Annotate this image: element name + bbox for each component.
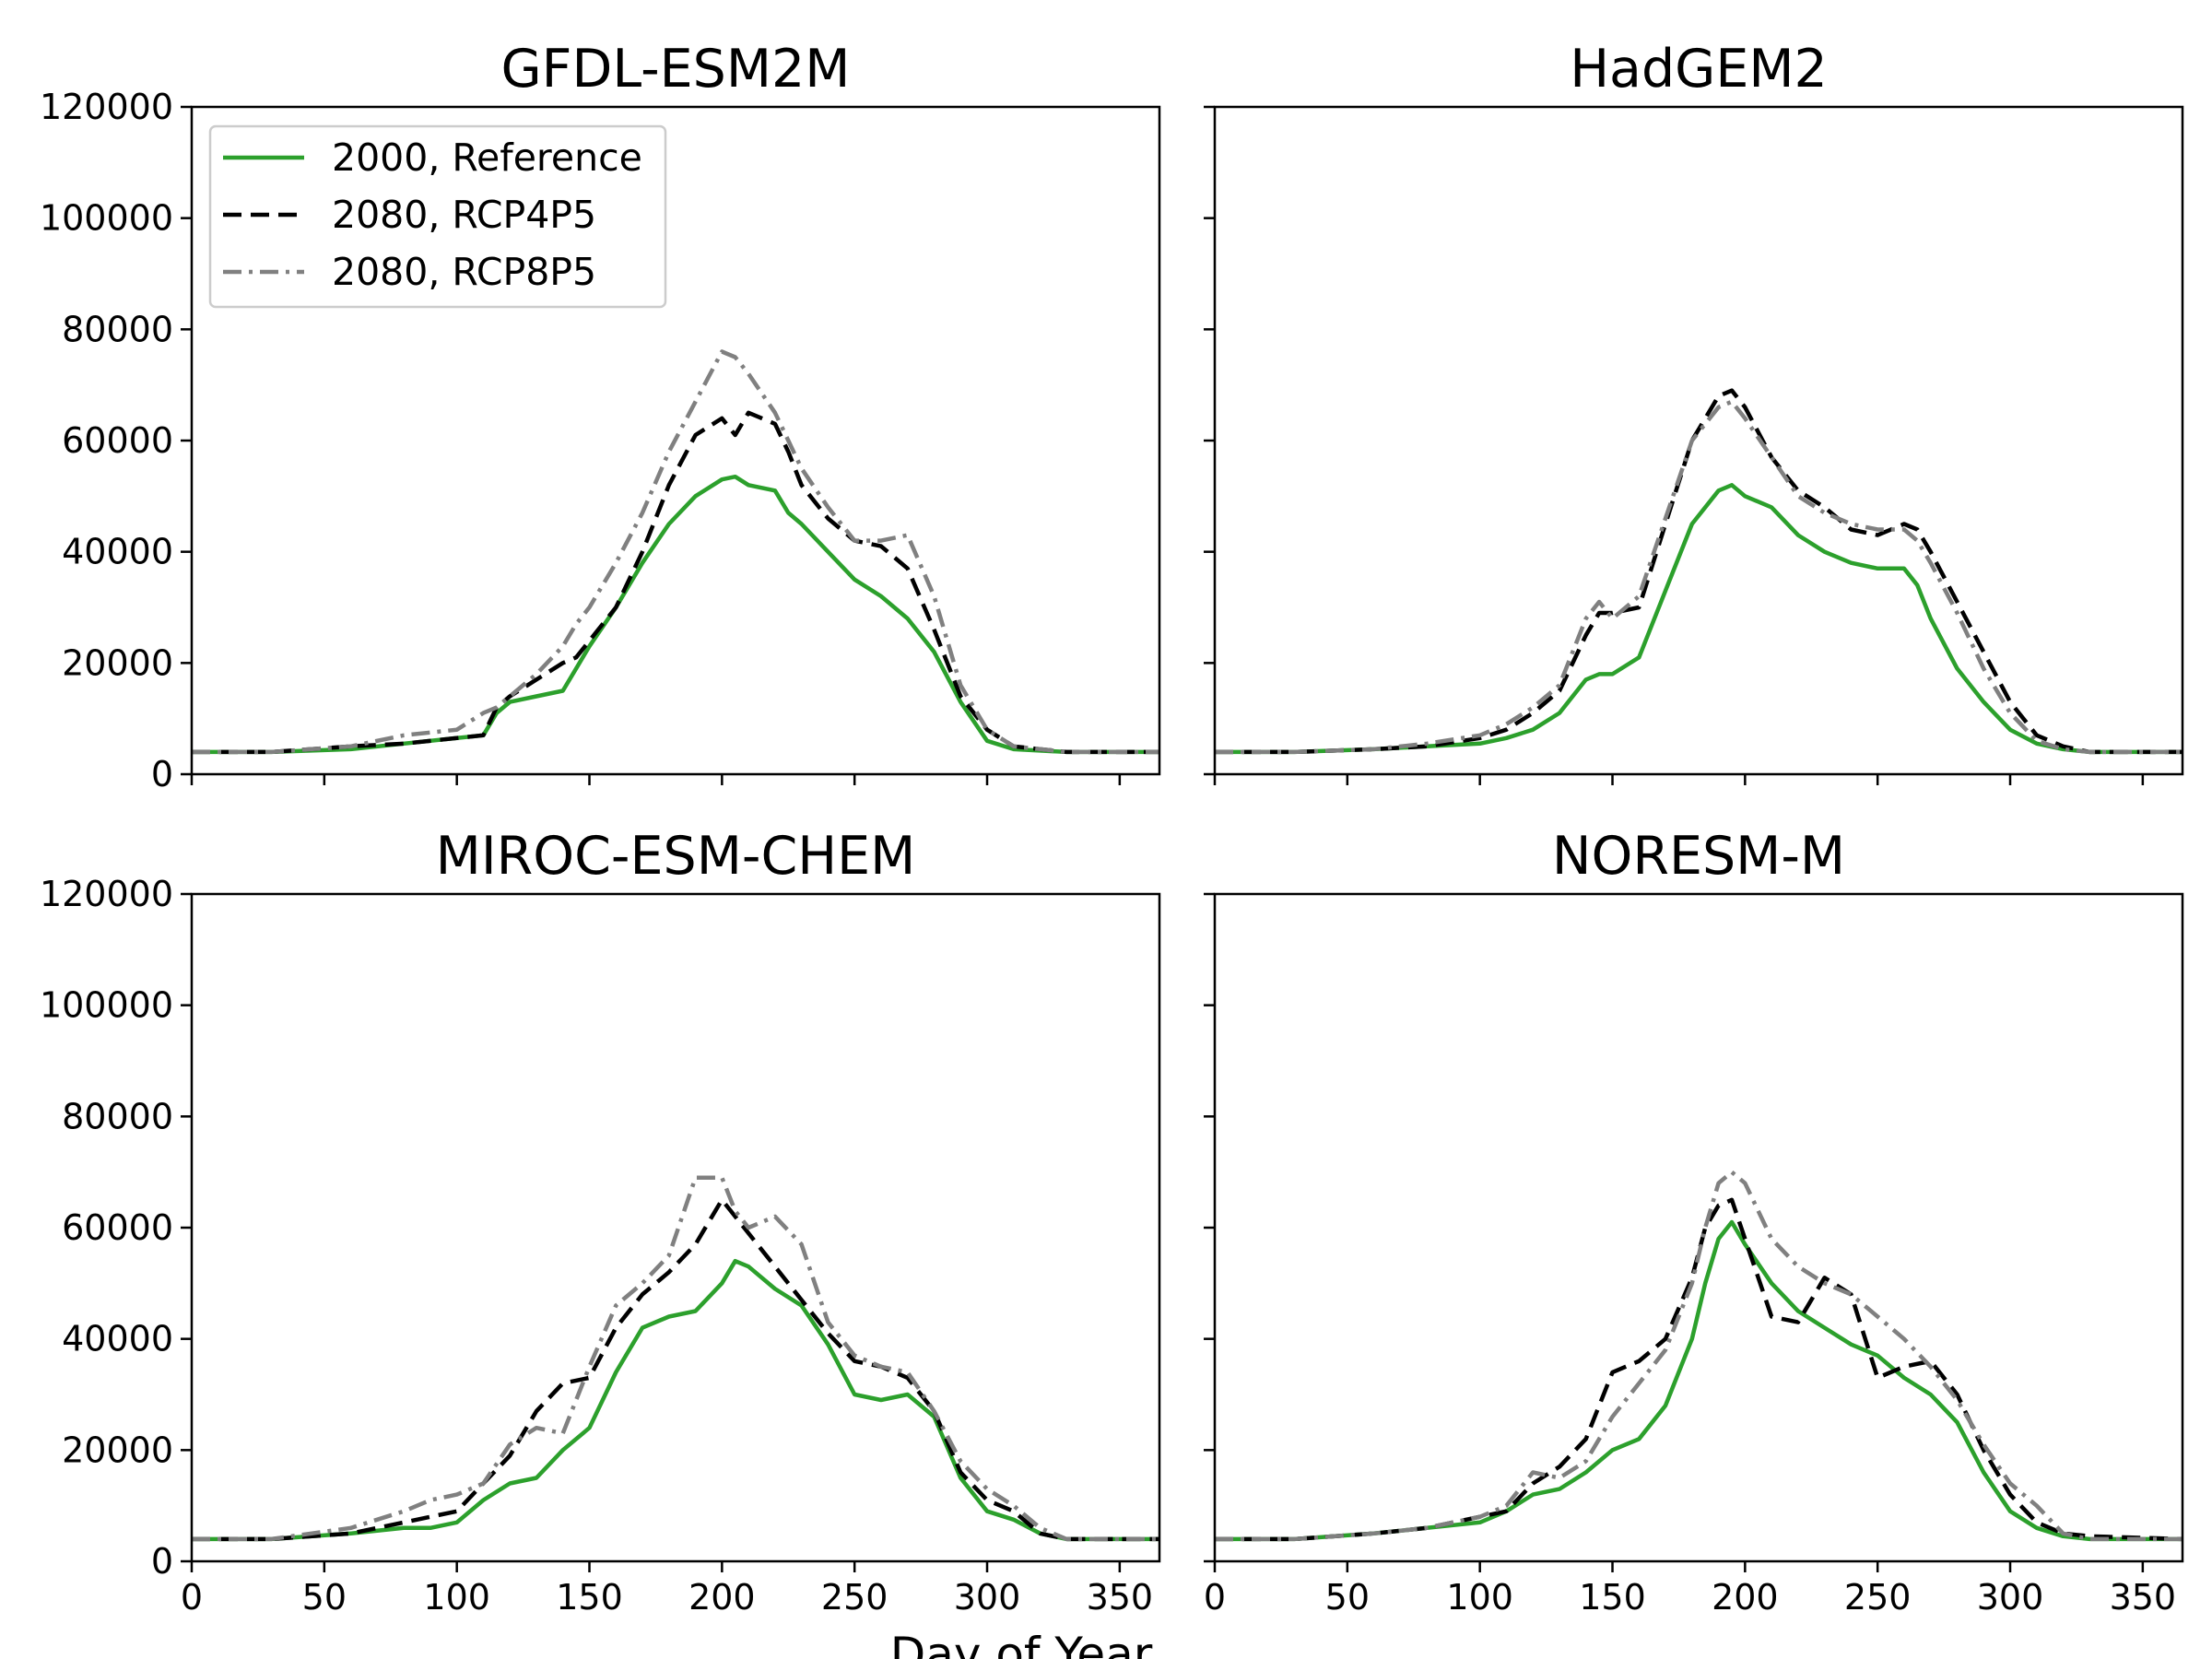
series-line: [1215, 1197, 2183, 1542]
series-line: [1215, 388, 2183, 755]
panel-title: NORESM-M: [1552, 826, 1845, 887]
plot-frame: [190, 892, 1161, 1563]
y-tick-label: 120000: [40, 874, 173, 914]
x-tick-label: 150: [556, 1577, 623, 1618]
y-tick-label: 40000: [62, 532, 173, 572]
x-tick-label: 250: [821, 1577, 888, 1618]
series-line: [1215, 1219, 2183, 1542]
y-tick-label: 0: [151, 754, 173, 794]
y-tick-label: 20000: [62, 1430, 173, 1470]
series-line: [192, 1197, 1159, 1542]
panel-2: HadGEM2: [1204, 39, 2184, 785]
x-tick-label: 300: [954, 1577, 1021, 1618]
y-tick-label: 120000: [40, 87, 173, 127]
y-tick-label: 100000: [40, 985, 173, 1026]
x-tick-label: 50: [1325, 1577, 1370, 1618]
x-tick-label: 100: [423, 1577, 490, 1618]
x-tick-label: 300: [1977, 1577, 2044, 1618]
panel-3: MIROC-ESM-CHEM 0 20000 40000 60000 80000 10000…: [40, 826, 1161, 1618]
series-line: [192, 349, 1159, 755]
y-tick-label: 80000: [62, 309, 173, 349]
y-tick-label: 60000: [62, 420, 173, 461]
legend-label: 2000, Reference: [332, 135, 642, 180]
panel-title: HadGEM2: [1570, 39, 1828, 100]
y-tick-label: 0: [151, 1541, 173, 1582]
series-line: [192, 1258, 1159, 1542]
x-tick-label: 200: [688, 1577, 756, 1618]
legend-label: 2080, RCP4P5: [332, 193, 596, 237]
plot-frame: [1213, 105, 2184, 776]
legend: 2000, Reference 2080, RCP4P5 2080, RCP8P5: [208, 124, 667, 309]
panels: GFDL-ESM2M020000400006000080000100000120…: [40, 39, 2184, 1618]
x-tick-label: 250: [1844, 1577, 1912, 1618]
panel-4: NORESM-M 0 50 100 150 200 250 300 350: [1204, 826, 2184, 1618]
plot-frame: [1213, 892, 2184, 1563]
panel-title: MIROC-ESM-CHEM: [436, 826, 916, 887]
x-tick-label: 0: [181, 1577, 203, 1618]
y-tick-label: 20000: [62, 642, 173, 683]
series-line: [1215, 483, 2183, 755]
series-line: [1215, 399, 2183, 755]
panel-1: GFDL-ESM2M 0 20000 40000 60000 80000 100000 120…: [40, 39, 1161, 794]
y-tick-label: 100000: [40, 198, 173, 239]
x-tick-label: 100: [1446, 1577, 1513, 1618]
series-line: [192, 474, 1159, 755]
x-tick-label: 200: [1712, 1577, 1779, 1618]
y-tick-label: 40000: [62, 1319, 173, 1359]
x-tick-label: 50: [302, 1577, 347, 1618]
panel-title: GFDL-ESM2M: [501, 39, 851, 100]
series-line: [192, 410, 1159, 755]
x-axis-label: Day of Year: [890, 1628, 1153, 1659]
x-tick-label: 350: [2110, 1577, 2177, 1618]
x-tick-label: 0: [1204, 1577, 1226, 1618]
series-line: [1215, 1170, 2183, 1542]
series-line: [192, 1175, 1159, 1542]
legend-box: [208, 124, 667, 309]
y-tick-label: 60000: [62, 1207, 173, 1248]
y-tick-label: 80000: [62, 1096, 173, 1136]
legend-label: 2080, RCP8P5: [332, 250, 596, 294]
x-tick-label: 150: [1579, 1577, 1646, 1618]
x-tick-label: 350: [1087, 1577, 1154, 1618]
